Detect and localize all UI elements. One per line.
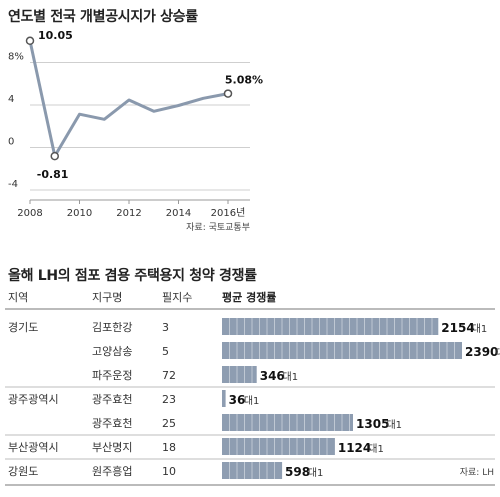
district-cell: 김포한강 [92,321,132,334]
line-chart: 8% 4 0 -4 2008 2010 2012 2014 2016년 10.05 -0.81 5.0… [8,29,263,233]
bar [222,414,353,431]
district-cell: 파주운정 [92,369,132,382]
region-cell: 광주광역시 [8,393,59,406]
bar-value-label: 2390 [465,345,498,359]
lots-cell: 25 [162,417,176,430]
region-cell: 부산광역시 [8,441,59,454]
y-tick-label: 4 [8,94,14,105]
region-cell: 경기도 [8,321,38,334]
bar-value-label: 346 [260,369,285,383]
x-tick-label: 2008 [17,208,42,219]
bar-unit-label: 대1 [283,371,299,383]
district-cell: 원주흥업 [92,464,132,478]
district-cell: 고양삼송 [92,345,132,358]
bar-unit-label: 대1 [495,347,500,359]
column-header: 지구명 [92,291,122,304]
y-tick-label: 0 [8,137,14,148]
lots-cell: 3 [162,321,169,334]
series-line [28,40,229,158]
bar-value-label: 1305 [356,417,389,431]
data-point [50,151,59,161]
lots-cell: 23 [162,393,176,406]
lots-cell: 10 [162,465,176,478]
table-title: 올해 LH의 점포 겸용 주택용지 청약 경쟁률 [8,268,257,284]
source-note: 자료: LH [460,467,494,478]
lots-cell: 18 [162,441,176,454]
bar-unit-label: 대1 [308,467,324,479]
bar [222,390,226,407]
x-tick-label: 2010 [67,208,92,219]
x-tick-label: 2012 [116,208,141,219]
bar-value-label: 1124 [338,441,371,455]
data-label: 10.05 [38,29,73,42]
bar [222,318,439,335]
region-cell: 강원도 [8,465,38,478]
chart-title: 연도별 전국 개별공시지가 상승률 [8,9,198,25]
y-tick-label: -4 [8,179,18,190]
lots-cell: 5 [162,345,169,358]
source-note: 자료: 국토교통부 [186,222,250,233]
x-tick-label: 2014 [166,208,191,219]
bar-unit-label: 대1 [244,395,260,407]
column-header: 평균 경쟁률 [222,290,276,304]
bar-unit-label: 대1 [386,419,402,431]
lots-cell: 72 [162,369,176,382]
district-cell: 광주효천 [92,416,132,430]
column-header: 필지수 [162,291,192,304]
data-point [223,89,233,98]
x-tick-label: 2016년 [211,207,246,219]
bar-value-label: 36 [229,393,246,407]
bar [222,438,335,455]
data-point [25,36,35,46]
column-header: 지역 [8,291,28,304]
bar [222,366,257,383]
data-label: 5.08% [225,74,263,87]
bar-value-label: 598 [285,465,310,479]
district-cell: 광주효천 [92,392,132,406]
bar-unit-label: 대1 [368,443,384,455]
bar-value-label: 2154 [441,321,474,335]
district-cell: 부산명지 [92,441,132,454]
bar-unit-label: 대1 [472,323,488,335]
y-tick-label: 8% [8,52,24,63]
data-label: -0.81 [37,168,69,181]
